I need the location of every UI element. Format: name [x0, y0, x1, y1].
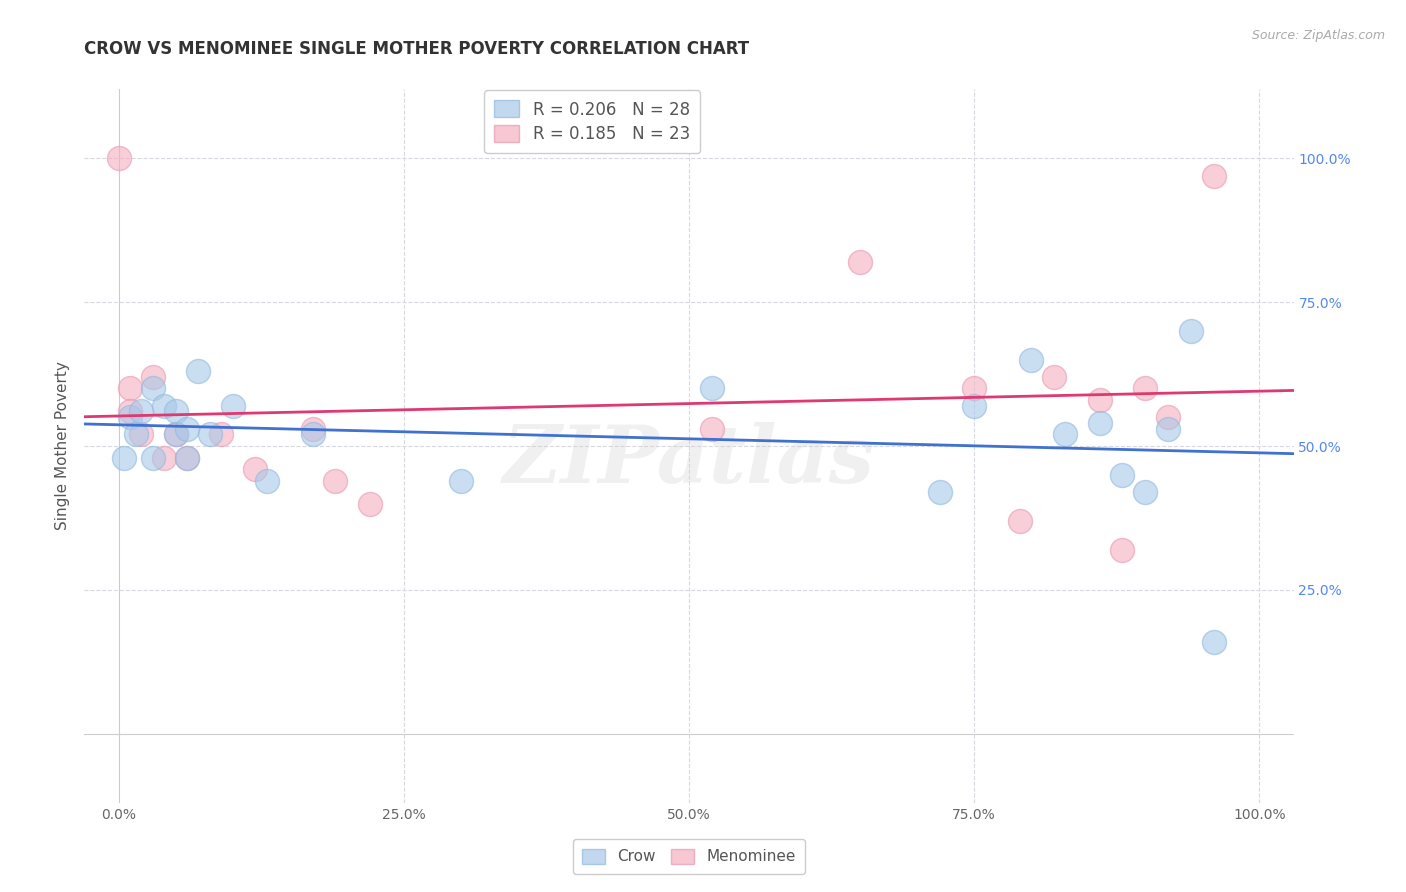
Point [1054, 427, 1077, 442]
Point [1135, 485, 1157, 500]
Point [1019, 352, 1042, 367]
Point [1157, 422, 1180, 436]
Point [153, 450, 176, 465]
Text: ZIPatlas: ZIPatlas [503, 422, 875, 499]
Point [176, 450, 198, 465]
Point [118, 410, 141, 425]
Point [118, 404, 141, 418]
Point [176, 422, 198, 436]
Point [1111, 467, 1133, 482]
Point [1088, 416, 1111, 430]
Text: CROW VS MENOMINEE SINGLE MOTHER POVERTY CORRELATION CHART: CROW VS MENOMINEE SINGLE MOTHER POVERTY … [84, 40, 749, 58]
Point [165, 427, 187, 442]
Point [1157, 410, 1180, 425]
Text: Source: ZipAtlas.com: Source: ZipAtlas.com [1251, 29, 1385, 42]
Point [1202, 634, 1225, 648]
Point [131, 404, 153, 418]
Point [301, 422, 323, 436]
Point [1043, 370, 1066, 384]
Point [700, 422, 723, 436]
Point [176, 450, 198, 465]
Point [849, 255, 872, 269]
Point [107, 151, 129, 165]
Point [142, 381, 165, 395]
Point [963, 399, 986, 413]
Point [963, 381, 986, 395]
Point [153, 399, 176, 413]
Point [187, 364, 209, 378]
Point [1008, 514, 1031, 528]
Point [198, 427, 221, 442]
Point [928, 485, 950, 500]
Point [221, 399, 243, 413]
Point [165, 404, 187, 418]
Point [700, 381, 723, 395]
Point [450, 474, 472, 488]
Point [1088, 392, 1111, 407]
Point [125, 427, 148, 442]
Point [245, 462, 267, 476]
Point [1180, 324, 1202, 338]
Point [118, 381, 141, 395]
Point [1111, 542, 1133, 557]
Point [359, 497, 381, 511]
Point [165, 427, 187, 442]
Point [142, 370, 165, 384]
Point [112, 450, 135, 465]
Point [131, 427, 153, 442]
Point [323, 474, 346, 488]
Point [1202, 169, 1225, 183]
Point [256, 474, 278, 488]
Point [301, 427, 323, 442]
Y-axis label: Single Mother Poverty: Single Mother Poverty [55, 361, 70, 531]
Point [1135, 381, 1157, 395]
Legend: Crow, Menominee: Crow, Menominee [574, 839, 804, 873]
Point [209, 427, 232, 442]
Point [142, 450, 165, 465]
